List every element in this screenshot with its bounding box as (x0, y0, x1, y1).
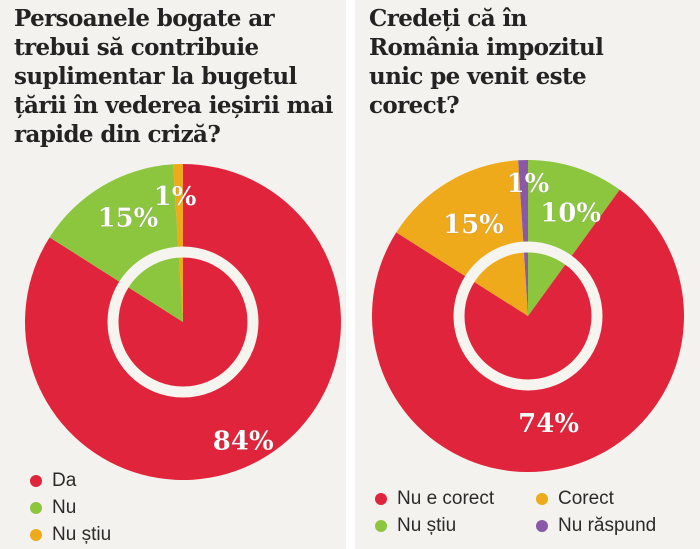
data-label-da: 84% (213, 427, 274, 457)
legend-item-nu-e-corect: Nu e corect (375, 488, 494, 510)
data-label-nu-raspund: 1% (507, 169, 550, 199)
pie-slice-nu-stiu (173, 164, 183, 322)
data-label-nu-e-corect: 74% (518, 409, 579, 439)
pie-center-ring (107, 246, 259, 398)
legend-item-nu-stiu-right: Nu știu (375, 515, 456, 537)
pie-slice-corect (396, 160, 528, 316)
legend-dot-nu-raspund (536, 520, 548, 532)
legend-dot-nu-stiu-right (375, 520, 387, 532)
legend-dot-nu (30, 502, 42, 514)
data-label-corect: 15% (443, 210, 504, 240)
pie-center-ring (453, 241, 603, 391)
legend-label-corect: Corect (558, 488, 614, 509)
legend-label-da: Da (52, 470, 77, 491)
chart-title-left: Persoanele bogate ar trebui să contribui… (14, 5, 333, 148)
legend-dot-nu-e-corect (375, 493, 387, 505)
pie-slice-nu-stiu (528, 160, 620, 316)
pie-chart-right: 10% 74% 15%1% (372, 160, 684, 473)
poll-panel-right: Credeți că în România impozitul unic pe … (355, 0, 700, 549)
data-label-nu-stiu: 10% (540, 198, 601, 228)
data-label-nu-stiu: 1% (154, 182, 197, 212)
legend-dot-nu-stiu (30, 529, 42, 541)
legend-label-nu-stiu-right: Nu știu (397, 515, 457, 536)
pie-chart-left: 84% 15%1% (25, 164, 341, 480)
poll-panel-left: Persoanele bogate ar trebui să contribui… (0, 0, 346, 549)
legend-dot-corect (536, 493, 548, 505)
chart-title-right: Credeți că în România impozitul unic pe … (369, 5, 604, 119)
legend-item-nu-stiu: Nu știu (30, 524, 111, 546)
legend-label-nu: Nu (52, 497, 77, 518)
legend-item-nu: Nu (30, 497, 76, 519)
legend-item-da: Da (30, 470, 76, 492)
legend-label-nu-raspund: Nu răspund (558, 515, 657, 536)
legend-dot-da (30, 475, 42, 487)
legend-item-corect: Corect (536, 488, 614, 510)
pie-slice-nu-raspund (518, 160, 528, 316)
pie-slice-nu-e-corect (372, 189, 684, 473)
pie-slice-nu (49, 164, 183, 322)
legend-item-nu-raspund: Nu răspund (536, 515, 656, 537)
legend-label-nu-e-corect: Nu e corect (397, 488, 495, 509)
legend-label-nu-stiu: Nu știu (52, 524, 112, 545)
data-label-nu: 15% (97, 204, 158, 234)
